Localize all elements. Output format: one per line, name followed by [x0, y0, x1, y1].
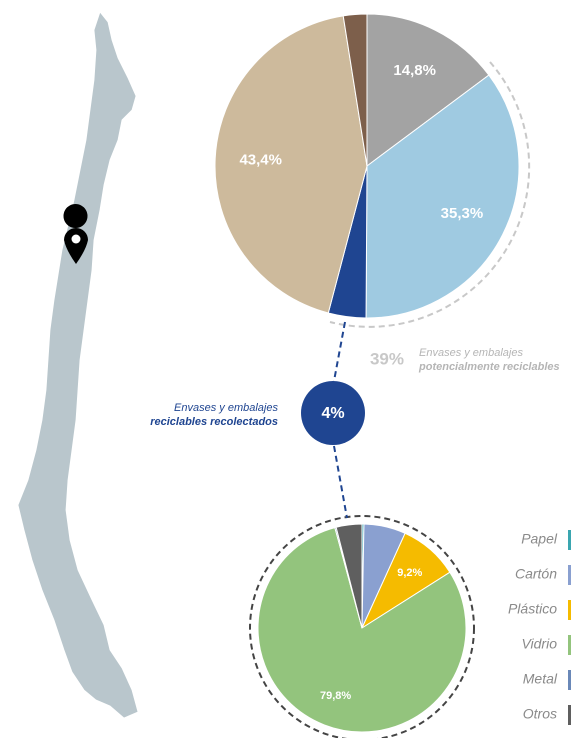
data-label: 79,8%: [320, 690, 351, 702]
bottom-pie-ring: [249, 515, 475, 738]
callout-value: 39%: [370, 349, 404, 368]
data-label: 35,3%: [441, 205, 484, 222]
pie-slice: [335, 523, 363, 629]
legend-label: Cartón: [515, 566, 557, 582]
pie-slice: [366, 13, 490, 167]
callout-text: potencialmente reciclables: [418, 361, 560, 373]
legend-label: Papel: [521, 531, 558, 547]
pie-slice: [257, 526, 467, 733]
legend-swatch: [568, 565, 571, 585]
pie-slice: [365, 74, 520, 319]
legend-swatch: [568, 635, 571, 655]
legend-swatch: [568, 530, 571, 550]
legend-label: Metal: [523, 671, 558, 687]
connector: [333, 321, 346, 382]
pie-slice: [342, 13, 368, 167]
collected-bubble: [301, 381, 365, 445]
data-label: 14,8%: [393, 62, 436, 79]
legend-swatch: [568, 600, 571, 620]
legend-label: Otros: [523, 706, 557, 722]
legend-swatch: [568, 705, 571, 725]
callout-text: Envases y embalajes: [174, 402, 278, 414]
data-label: 43,4%: [239, 152, 282, 169]
connector: [333, 445, 348, 519]
legend-swatch: [568, 670, 571, 690]
legend-label: Plástico: [508, 601, 557, 617]
data-label: 9,2%: [397, 567, 422, 579]
map: [17, 11, 139, 719]
callout-text: Envases y embalajes: [419, 347, 523, 359]
legend-label: Vidrio: [521, 636, 557, 652]
reciclable-arc: [329, 61, 531, 328]
map-pin: [63, 204, 88, 264]
bubble-label: 4%: [321, 405, 344, 422]
pie-slice: [214, 15, 368, 314]
callout-text: reciclables recolectados: [150, 416, 278, 428]
